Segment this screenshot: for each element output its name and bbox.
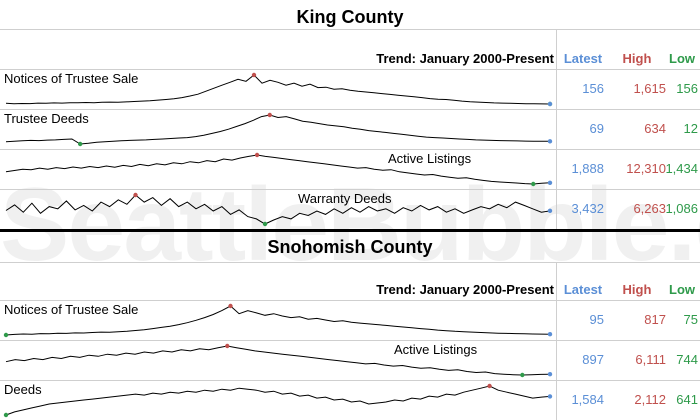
king-row-4-low-point bbox=[262, 221, 268, 227]
king-row-3-latest-value: 1,888 bbox=[571, 161, 604, 176]
king-row-2-high-point bbox=[267, 112, 272, 118]
king-latest-header: Latest bbox=[563, 51, 603, 66]
snohomish-row-2-high-point bbox=[225, 343, 230, 349]
king-row-1-high-point bbox=[251, 72, 257, 78]
king-row-2-latest-value: 69 bbox=[589, 121, 604, 136]
snohomish-row-3-rule bbox=[0, 380, 700, 381]
king-row-1-latest-value: 156 bbox=[582, 81, 604, 96]
county-divider bbox=[0, 229, 700, 232]
king-row-4-high-point bbox=[133, 192, 138, 198]
snohomish-row-1-high-point bbox=[228, 303, 233, 309]
king-row-3-low-value: 1,434 bbox=[665, 161, 698, 176]
king-row-4-label: Warranty Deeds bbox=[298, 191, 392, 206]
snohomish-row-3-low-value: 641 bbox=[676, 392, 698, 407]
king-row-4-latest-point bbox=[547, 208, 553, 214]
snohomish-row-3-high-point bbox=[487, 383, 492, 389]
king-row-4-rule bbox=[0, 189, 700, 190]
snohomish-row-2-trend-line bbox=[5, 345, 551, 376]
snohomish-high-header: High bbox=[622, 282, 652, 297]
king-row-1-high-value: 1,615 bbox=[633, 81, 666, 96]
king-row-3-trend-line bbox=[5, 154, 551, 185]
snohomish-row-1-latest-value: 95 bbox=[589, 312, 604, 327]
king-row-1-trend-line bbox=[5, 74, 551, 105]
king-row-3-high-value: 12,310 bbox=[626, 161, 666, 176]
snohomish-row-1-high-value: 817 bbox=[644, 312, 666, 327]
king-trend-header: Trend: January 2000-Present bbox=[376, 51, 554, 66]
snohomish-row-1-latest-point bbox=[547, 332, 553, 337]
snohomish-row-2-rule bbox=[0, 340, 700, 341]
king-title-rule bbox=[0, 29, 700, 30]
snohomish-low-header: Low bbox=[669, 282, 695, 297]
king-high-header: High bbox=[622, 51, 652, 66]
king-row-4-high-value: 6,263 bbox=[633, 201, 666, 216]
snohomish-row-3-high-value: 2,112 bbox=[634, 392, 666, 407]
snohomish-row-1-label: Notices of Trustee Sale bbox=[4, 302, 139, 317]
king-row-2-label: Trustee Deeds bbox=[4, 111, 89, 126]
snohomish-row-1-rule bbox=[0, 300, 700, 301]
snohomish-row-2-latest-value: 897 bbox=[582, 352, 604, 367]
king-row-3-latest-point bbox=[547, 180, 553, 185]
snohomish-row-3-trend-line bbox=[5, 385, 551, 416]
king-row-2-low-point bbox=[77, 141, 83, 147]
king-row-1-low-value: 156 bbox=[676, 81, 698, 96]
snohomish-row-2-label: Active Listings bbox=[394, 342, 478, 357]
king-row-2-trend-line bbox=[5, 114, 550, 145]
snohomish-row-2-low-value: 744 bbox=[676, 352, 698, 367]
snohomish-col-sep-1 bbox=[556, 263, 557, 420]
king-row-2-high-value: 634 bbox=[644, 121, 666, 136]
snohomish-row-2-high-value: 6,111 bbox=[635, 352, 666, 367]
snohomish-title-rule bbox=[0, 262, 700, 263]
snohomish-row-3-latest-point bbox=[547, 394, 553, 399]
snohomish-row-2-latest-point bbox=[547, 371, 553, 377]
king-row-4-low-value: 1,086 bbox=[665, 201, 698, 216]
king-row-2-low-value: 12 bbox=[683, 121, 698, 136]
king-row-1-label: Notices of Trustee Sale bbox=[4, 71, 139, 86]
snohomish-county-title: Snohomish County bbox=[267, 237, 433, 257]
snohomish-row-3-latest-value: 1,584 bbox=[571, 392, 604, 407]
king-row-2-rule bbox=[0, 109, 700, 110]
snohomish-trend-header: Trend: January 2000-Present bbox=[376, 282, 554, 297]
snohomish-row-1-low-value: 75 bbox=[683, 312, 698, 327]
king-row-1-latest-point bbox=[547, 101, 553, 107]
king-row-3-rule bbox=[0, 149, 700, 150]
snohomish-row-1-trend-line bbox=[5, 305, 551, 336]
snohomish-row-2-low-point bbox=[520, 372, 525, 378]
king-row-1-rule bbox=[0, 69, 700, 70]
king-low-header: Low bbox=[669, 51, 695, 66]
king-col-sep-1 bbox=[556, 30, 557, 229]
king-row-4-latest-value: 3,432 bbox=[571, 201, 604, 216]
king-row-2-latest-point bbox=[547, 139, 553, 144]
snohomish-row-3-label: Deeds bbox=[4, 382, 42, 397]
king-row-3-high-point bbox=[254, 152, 260, 158]
king-row-3-label: Active Listings bbox=[388, 151, 472, 166]
snohomish-row-1-low-point bbox=[3, 332, 9, 338]
king-county-title: King County bbox=[296, 7, 404, 27]
snohomish-latest-header: Latest bbox=[563, 282, 603, 297]
king-row-3-low-point bbox=[531, 181, 536, 187]
snohomish-row-3-low-point bbox=[3, 412, 9, 418]
king-row-4-trend-line bbox=[5, 194, 551, 225]
